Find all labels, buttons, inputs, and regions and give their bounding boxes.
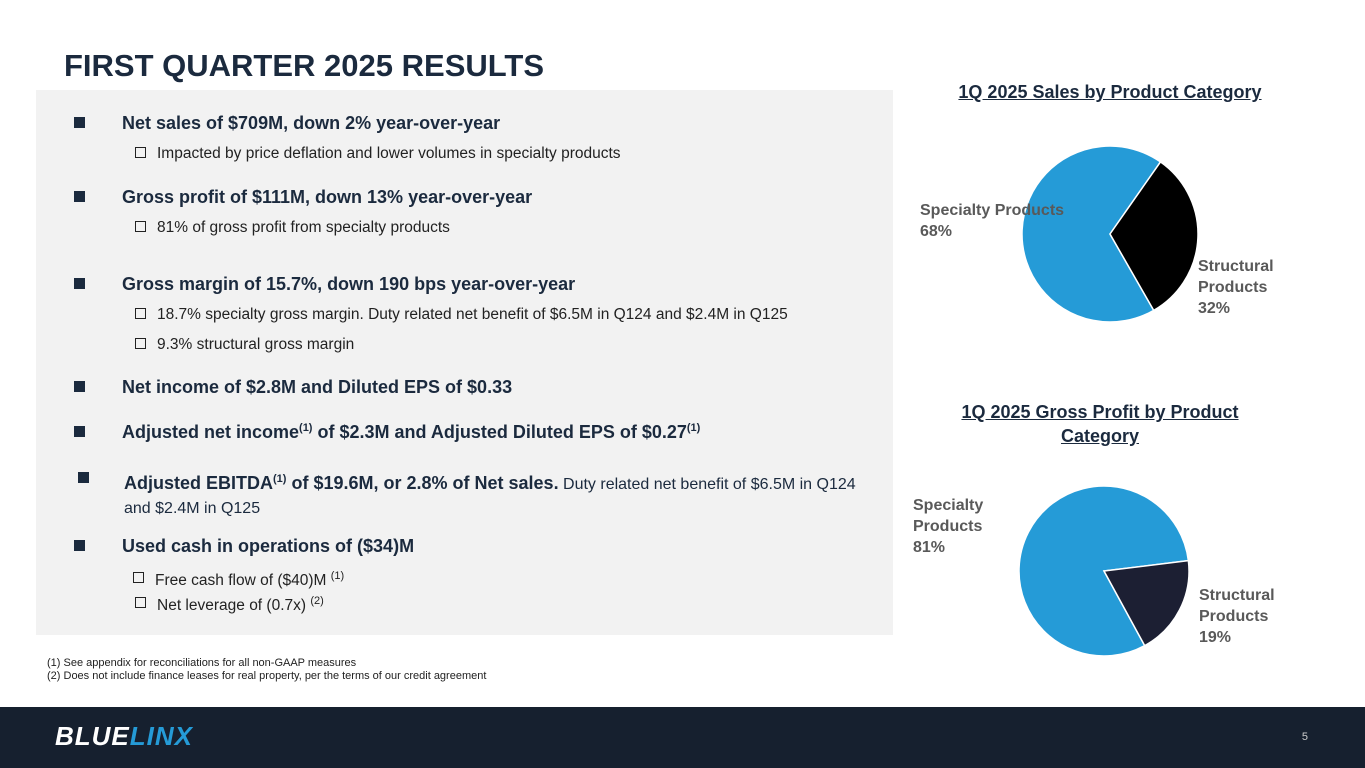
pie-slice-specialty-products <box>1021 145 1162 323</box>
pie-slice-structural-products <box>1102 559 1190 647</box>
bullet: Used cash in operations of ($34)M <box>74 536 414 557</box>
pie-chart-sales <box>1018 145 1199 657</box>
bullet: Adjusted EBITDA(1) of $19.6M, or 2.8% of… <box>78 468 874 520</box>
chart-title-sales: 1Q 2025 Sales by Product Category <box>958 82 1262 102</box>
sub-bullet: Impacted by price deflation and lower vo… <box>135 145 621 163</box>
summary-panel <box>36 90 893 635</box>
pie-label-specialty: Specialty Products 68% <box>920 202 1065 240</box>
page-number: 5 <box>1301 731 1308 743</box>
sub-bullet: 18.7% specialty gross margin. Duty relat… <box>135 306 788 324</box>
bluelinx-logo: BLUELINX <box>55 721 194 751</box>
chart-title-gross-profit: 1Q 2025 Gross Profit by Product Category <box>961 402 1239 446</box>
footer-bar <box>0 707 1365 768</box>
bullet: Adjusted net income(1) of $2.3M and Adju… <box>74 422 700 443</box>
bullet: Net income of $2.8M and Diluted EPS of $… <box>74 377 512 398</box>
sub-bullet: 9.3% structural gross margin <box>135 336 354 354</box>
sub-bullet: Free cash flow of ($40)M (1) <box>133 570 344 590</box>
sub-bullet: Net leverage of (0.7x) (2) <box>135 595 324 615</box>
bullet: Gross margin of 15.7%, down 190 bps year… <box>74 274 575 295</box>
bullet: Gross profit of $111M, down 13% year-ove… <box>74 187 532 208</box>
pie-label-structural: Structural Products 19% <box>1199 587 1275 646</box>
sub-bullet: 81% of gross profit from specialty produ… <box>135 219 450 237</box>
page-title: FIRST QUARTER 2025 RESULTS <box>64 48 545 83</box>
pie-slice-structural-products <box>1109 160 1199 312</box>
pie-label-structural: Structural Products 32% <box>1198 258 1274 317</box>
bullet: Net sales of $709M, down 2% year-over-ye… <box>74 113 500 134</box>
pie-label-specialty: Specialty Products 81% <box>913 497 984 556</box>
footnotes: (1) See appendix for reconciliations for… <box>47 657 487 682</box>
